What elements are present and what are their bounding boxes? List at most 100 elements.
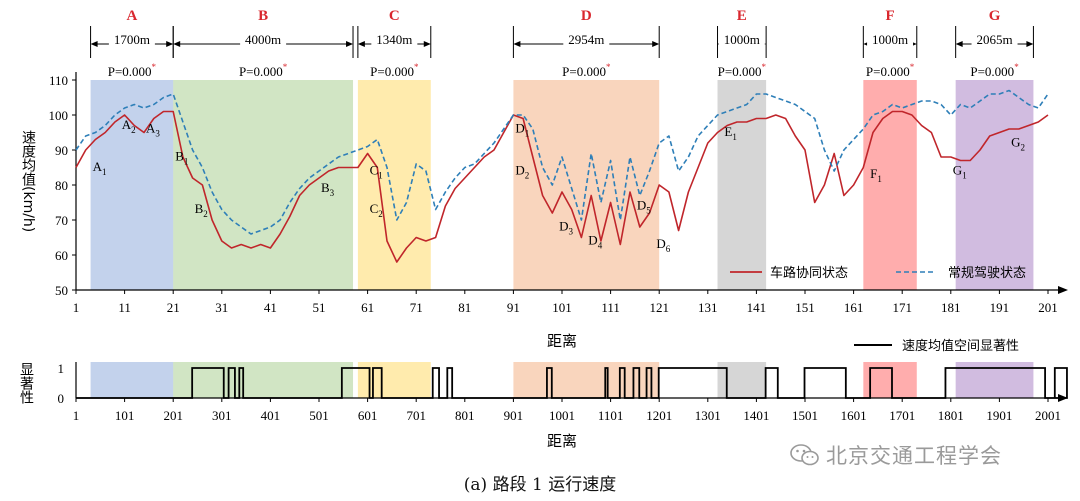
x-tick-label: 171 (892, 300, 912, 315)
x-tick-label: 21 (167, 300, 180, 315)
section-distance-g: 2065m (976, 32, 1012, 47)
section-distance-d: 2954m (568, 32, 604, 47)
section-p-value-g: P=0.000* (970, 62, 1019, 79)
span-arrow-left (513, 41, 521, 47)
series-lines (75, 89, 1049, 263)
sig-x-tick-label: 2001 (1035, 408, 1061, 423)
sig-x-tick-label: 1901 (986, 408, 1012, 423)
distance-label-bg (240, 33, 287, 47)
span-arrow-right (652, 41, 660, 47)
sig-x-tick-label: 1701 (889, 408, 915, 423)
significance-panel: 011 101 201 301 401 501 601 701 801 901 1001 1101 12… (18, 338, 1068, 450)
sig-x-tick-label: 1801 (938, 408, 964, 423)
section-p-value-f: P=0.000* (866, 62, 915, 79)
section-band-f (863, 80, 917, 290)
sig-x-tick-label: 401 (261, 408, 281, 423)
section-letter-c: C (389, 8, 400, 24)
wechat-icon (790, 443, 820, 467)
x-tick-label: 41 (264, 300, 277, 315)
span-arrow-left (173, 41, 181, 47)
x-axis-label: 距离 (547, 332, 577, 350)
y-tick-label: 60 (55, 248, 68, 263)
span-arrow-left (955, 41, 963, 47)
y-tick-label: 90 (55, 143, 68, 158)
point-label-f1: F1 (870, 166, 882, 184)
legend-label-conventional: 常规驾驶状态 (948, 266, 1026, 281)
x-tick-label: 11 (118, 300, 131, 315)
sig-x-axis-label: 距离 (547, 432, 577, 450)
span-arrow-right (423, 41, 431, 47)
y-axis-label: 速度均值(km/h) (20, 130, 36, 232)
section-bands (90, 80, 1034, 398)
span-arrow-left (357, 41, 365, 47)
sig-x-tick-label: 1201 (646, 408, 672, 423)
y-tick-label: 100 (49, 108, 69, 123)
sig-x-tick-label: 801 (455, 408, 475, 423)
sig-x-tick-label: 501 (309, 408, 329, 423)
x-tick-label: 51 (313, 300, 326, 315)
sig-y-tick-label: 0 (58, 391, 65, 406)
x-tick-label: 81 (458, 300, 471, 315)
x-tick-label: 151 (795, 300, 815, 315)
distance-label-bg (971, 33, 1018, 47)
section-p-value-d: P=0.000* (562, 62, 611, 79)
section-distance-c: 1340m (376, 32, 412, 47)
watermark: 北京交通工程学会 (790, 440, 1060, 470)
sig-band-a (90, 362, 174, 398)
y-tick-label: 70 (55, 213, 68, 228)
distance-label-bg (371, 33, 418, 47)
section-distance-a: 1700m (114, 32, 150, 47)
section-p-value-c: P=0.000* (370, 62, 419, 79)
sig-step-line (76, 367, 1068, 399)
section-letter-d: D (581, 8, 592, 24)
distance-label-bg (718, 33, 765, 47)
x-tick-label: 1 (73, 300, 80, 315)
sig-y-tick-label: 1 (58, 361, 65, 376)
legend: 车路协同状态 常规驾驶状态 (730, 265, 1026, 281)
x-tick-label: 91 (507, 300, 520, 315)
y-tick-label: 80 (55, 178, 68, 193)
x-tick-label: 141 (747, 300, 767, 315)
x-axis-arrow (1058, 286, 1068, 294)
span-arrow-right (346, 41, 354, 47)
section-distance-b: 4000m (245, 32, 281, 47)
x-tick-label: 121 (649, 300, 669, 315)
section-p-value-e: P=0.000* (718, 62, 767, 79)
section-band-a (90, 80, 174, 290)
section-p-value-a: P=0.000* (108, 62, 157, 79)
x-tick-label: 181 (941, 300, 961, 315)
sig-x-tick-label: 1401 (743, 408, 769, 423)
distance-label-bg (108, 33, 155, 47)
section-letter-e: E (737, 8, 747, 24)
sig-x-tick-label: 1101 (598, 408, 624, 423)
section-letter-g: G (989, 8, 1001, 24)
section-band-g (955, 80, 1034, 290)
x-tick-label: 111 (601, 300, 620, 315)
x-tick-label: 61 (361, 300, 374, 315)
x-tick-label: 101 (552, 300, 572, 315)
sig-y-axis-label: 显著性 (18, 362, 34, 404)
section-distance-f: 1000m (872, 32, 908, 47)
x-tick-label: 191 (990, 300, 1010, 315)
sig-x-tick-label: 1001 (549, 408, 575, 423)
sig-x-tick-label: 701 (406, 408, 426, 423)
span-arrow-left (90, 41, 98, 47)
x-tick-label: 161 (844, 300, 864, 315)
sig-x-tick-label: 1 (73, 408, 80, 423)
span-arrow-right (1026, 41, 1034, 47)
section-letter-f: F (885, 8, 894, 24)
section-letter-a: A (126, 8, 137, 24)
sig-x-tick-label: 301 (212, 408, 232, 423)
caption: (a) 路段 1 运行速度 (463, 475, 617, 495)
watermark-text: 北京交通工程学会 (826, 444, 1002, 468)
sig-x-tick-label: 101 (115, 408, 135, 423)
section-p-value-b: P=0.000* (239, 62, 288, 79)
sig-x-tick-label: 1601 (841, 408, 867, 423)
y-tick-label: 110 (49, 73, 68, 88)
legend-label-cooperative: 车路协同状态 (770, 265, 848, 281)
sig-x-tick-label: 201 (163, 408, 183, 423)
y-tick-label: 50 (55, 283, 68, 298)
x-tick-label: 71 (410, 300, 423, 315)
sig-x-tick-label: 901 (504, 408, 524, 423)
